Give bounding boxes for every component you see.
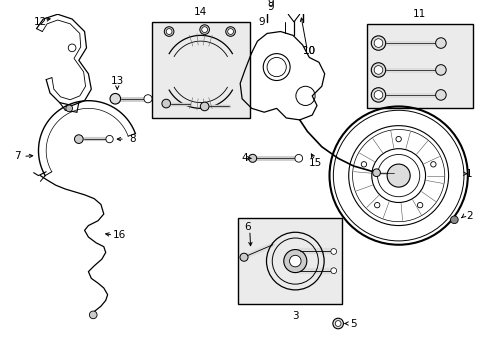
Text: 3: 3 [291,311,298,321]
Bar [238,218,341,304]
Circle shape [289,255,301,267]
Circle shape [435,65,445,75]
Circle shape [370,63,385,77]
Text: 9: 9 [267,1,274,12]
Circle shape [361,162,366,167]
Text: 11: 11 [412,9,426,19]
Circle shape [294,154,302,162]
Text: 10: 10 [302,46,315,56]
Circle shape [332,318,343,329]
Circle shape [283,249,306,273]
Text: 6: 6 [244,222,251,233]
Text: 16: 16 [112,230,125,240]
Circle shape [166,29,172,35]
Circle shape [374,202,379,208]
Circle shape [330,268,336,274]
Circle shape [110,94,121,104]
Circle shape [162,99,170,108]
Circle shape [430,162,435,167]
Text: 5: 5 [349,319,356,329]
Text: 10: 10 [302,46,315,56]
Text: 9: 9 [267,0,274,8]
Circle shape [143,95,152,103]
Circle shape [435,38,445,48]
Text: 7: 7 [14,152,20,161]
Circle shape [202,27,207,32]
Bar [151,22,249,118]
Circle shape [89,311,97,319]
Circle shape [449,216,457,224]
Circle shape [370,36,385,50]
Circle shape [435,90,445,100]
Circle shape [370,88,385,102]
Circle shape [395,136,401,142]
Text: 14: 14 [194,7,207,17]
Circle shape [200,102,208,111]
Circle shape [248,154,256,162]
Circle shape [373,39,382,48]
Circle shape [74,135,83,143]
Circle shape [66,105,72,112]
Circle shape [227,29,233,35]
Circle shape [200,25,209,35]
Text: 8: 8 [129,134,136,144]
Circle shape [386,164,409,187]
Text: 15: 15 [308,158,321,168]
Circle shape [335,321,340,327]
Bar [366,24,471,108]
Circle shape [225,27,235,36]
Text: 4: 4 [241,153,248,163]
Circle shape [330,249,336,255]
Text: 12: 12 [34,17,47,27]
Text: 2: 2 [465,211,471,221]
Text: 9: 9 [258,17,264,27]
Circle shape [417,202,422,208]
Circle shape [373,66,382,74]
Circle shape [106,135,113,143]
Circle shape [372,169,380,176]
Text: 13: 13 [110,76,123,86]
Circle shape [240,253,247,261]
Circle shape [373,91,382,99]
Text: 1: 1 [465,169,471,179]
Polygon shape [287,6,299,22]
Circle shape [164,27,174,36]
